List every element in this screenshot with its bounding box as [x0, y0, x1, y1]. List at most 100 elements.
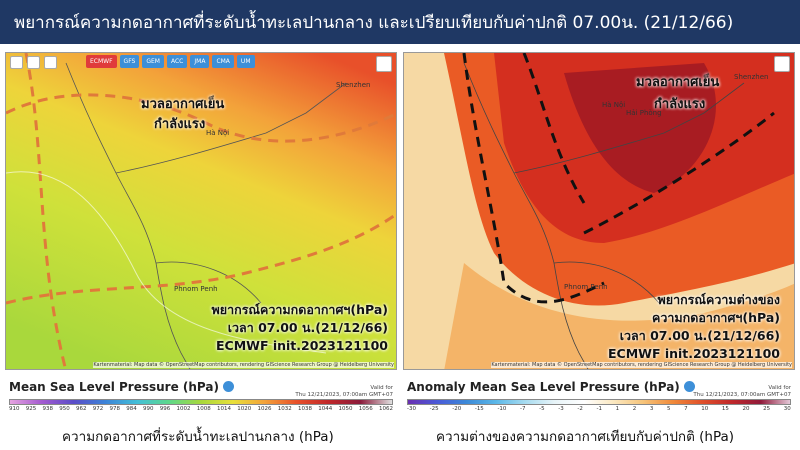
legend: Mean Sea Level Pressure (hPa) Valid for T…: [5, 374, 397, 424]
scale-tick-label: -25: [429, 406, 439, 412]
place-label: Phnom Penh: [564, 283, 608, 291]
scale-tick-label: 950: [59, 406, 70, 412]
info-line: เวลา 07.00 น.(21/12/66): [619, 328, 780, 343]
color-scale: [9, 399, 393, 405]
scale-tick-label: -2: [577, 406, 583, 412]
scale-tick-label: 10: [701, 406, 709, 412]
place-label: Shenzhen: [734, 73, 769, 81]
scale-tick-label: 984: [126, 406, 137, 412]
attribution: Kartenmaterial: Map data © OpenStreetMap…: [93, 362, 394, 368]
scale-tick-label: 5: [666, 406, 671, 412]
model-button[interactable]: JMA: [190, 55, 210, 68]
model-button[interactable]: GEM: [142, 55, 164, 68]
place-label: Phnom Penh: [174, 285, 218, 293]
scale-tick-label: 978: [109, 406, 121, 412]
search-button[interactable]: [27, 56, 40, 69]
scale-tick-label: 20: [742, 406, 750, 412]
share-button[interactable]: [774, 56, 790, 72]
anomaly-map: มวลอากาศเย็น กำลังแรง Shenzhen Hà Nội Hả…: [403, 52, 795, 370]
scale-tick-label: 990: [143, 406, 154, 412]
valid-time: Valid for Thu 12/21/2023, 07:00am GMT+07: [693, 385, 791, 399]
scale-tick-label: 996: [159, 406, 171, 412]
info-line: พยากรณ์ความต่างของ: [657, 292, 781, 307]
scale-tick-label: 962: [76, 406, 87, 412]
home-button[interactable]: [10, 56, 23, 69]
scale-tick-label: 2: [632, 406, 637, 412]
attribution: Kartenmaterial: Map data © OpenStreetMap…: [491, 362, 792, 368]
scale-tick-label: 30: [783, 406, 791, 412]
place-label: Hà Nội: [602, 101, 626, 109]
annotation: มวลอากาศเย็น: [141, 97, 225, 112]
info-icon[interactable]: [683, 381, 695, 392]
scale-tick-label: 25: [763, 406, 771, 412]
place-label: Hà Nội: [206, 129, 230, 137]
scale-tick-label: -30: [407, 406, 416, 412]
title: พยากรณ์ความกดอากาศที่ระดับน้ำทะเลปานกลาง…: [0, 0, 800, 44]
info-box: พยากรณ์ความกดอากาศฯ(hPa) เวลา 07.00 น.(2…: [212, 301, 388, 355]
scale-tick-label: 938: [42, 406, 54, 412]
scale-tick-label: 1: [615, 406, 620, 412]
info-line: เวลา 07.00 น.(21/12/66): [227, 320, 388, 335]
info-line: ECMWF init.2023121100: [216, 338, 388, 353]
scale-tick-label: 1062: [379, 406, 393, 412]
model-button[interactable]: UM: [236, 55, 255, 68]
scale-tick-label: 1008: [196, 406, 211, 412]
legend-title: Mean Sea Level Pressure (hPa): [9, 380, 234, 394]
valid-value: Thu 12/21/2023, 07:00am GMT+07: [693, 392, 791, 398]
model-button[interactable]: ACC: [166, 55, 188, 68]
model-buttons: ECMWF GFS GEM ACC JMA CMA UM: [86, 55, 255, 68]
place-label: Hải Phòng: [626, 109, 662, 117]
scale-tick-label: 1020: [237, 406, 252, 412]
scale-tick-label: -5: [539, 406, 545, 412]
scale-tick-label: -15: [474, 406, 484, 412]
model-button[interactable]: GFS: [119, 55, 140, 68]
scale-tick-label: 15: [721, 406, 729, 412]
scale-tick-label: -10: [497, 406, 507, 412]
scale-ticks: -30 -25 -20 -15 -10 -7 -5 -3 -2 -1 1 2 3 5 7 10 15 20 25 30: [407, 406, 791, 412]
share-button[interactable]: [376, 56, 392, 72]
scale-tick-label: 910: [9, 406, 20, 412]
color-scale: [407, 399, 791, 405]
scale-tick-label: 1044: [318, 406, 333, 412]
info-line: พยากรณ์ความกดอากาศฯ(hPa): [211, 302, 388, 317]
scale-tick-label: 972: [92, 406, 104, 412]
scale-tick-label: 3: [649, 406, 654, 412]
info-box: พยากรณ์ความต่างของ ความกดอากาศฯ(hPa) เวล…: [608, 291, 780, 363]
model-button[interactable]: CMA: [212, 55, 234, 68]
scale-ticks: 910 925 938 950 962 972 978 984 990 996 1002 1008 10…: [9, 406, 393, 412]
map-tools: [10, 56, 57, 69]
legend: Anomaly Mean Sea Level Pressure (hPa) Va…: [403, 374, 795, 424]
scale-tick-label: -20: [452, 406, 462, 412]
map-graphic: [404, 53, 794, 369]
scale-tick-label: 1002: [176, 406, 191, 412]
scale-tick-label: 7: [684, 406, 688, 412]
scale-tick-label: 1056: [358, 406, 373, 412]
valid-label: Valid for: [370, 385, 393, 391]
annotation: กำลังแรง: [654, 97, 706, 112]
annotation: กำลังแรง: [154, 117, 206, 132]
scale-tick-label: -3: [558, 406, 564, 412]
info-line: ECMWF init.2023121100: [608, 346, 780, 361]
legend-title: Anomaly Mean Sea Level Pressure (hPa): [407, 380, 695, 394]
scale-tick-label: 1050: [338, 406, 353, 412]
scale-tick-label: -1: [596, 406, 602, 412]
map-graphic: [6, 53, 396, 369]
locate-button[interactable]: [44, 56, 57, 69]
scale-tick-label: 925: [25, 406, 37, 412]
valid-label: Valid for: [768, 385, 791, 391]
scale-tick-label: 1038: [298, 406, 312, 412]
caption: ความต่างของความกดอากาศเทียบกับค่าปกติ (h…: [436, 429, 735, 445]
valid-time: Valid for Thu 12/21/2023, 07:00am GMT+07: [295, 385, 393, 399]
info-line: ความกดอากาศฯ(hPa): [652, 310, 780, 325]
annotation: มวลอากาศเย็น: [636, 75, 720, 90]
legend-title-text: Mean Sea Level Pressure (hPa): [9, 380, 219, 394]
info-icon[interactable]: [223, 381, 234, 392]
valid-value: Thu 12/21/2023, 07:00am GMT+07: [295, 392, 393, 398]
legend-title-text: Anomaly Mean Sea Level Pressure (hPa): [407, 380, 680, 394]
caption: ความกดอากาศที่ระดับน้ำทะเลปานกลาง (hPa): [62, 429, 334, 445]
place-label: Shenzhen: [336, 81, 371, 89]
scale-tick-label: 1026: [257, 406, 272, 412]
scale-tick-label: -7: [520, 406, 526, 412]
model-button[interactable]: ECMWF: [86, 55, 117, 68]
